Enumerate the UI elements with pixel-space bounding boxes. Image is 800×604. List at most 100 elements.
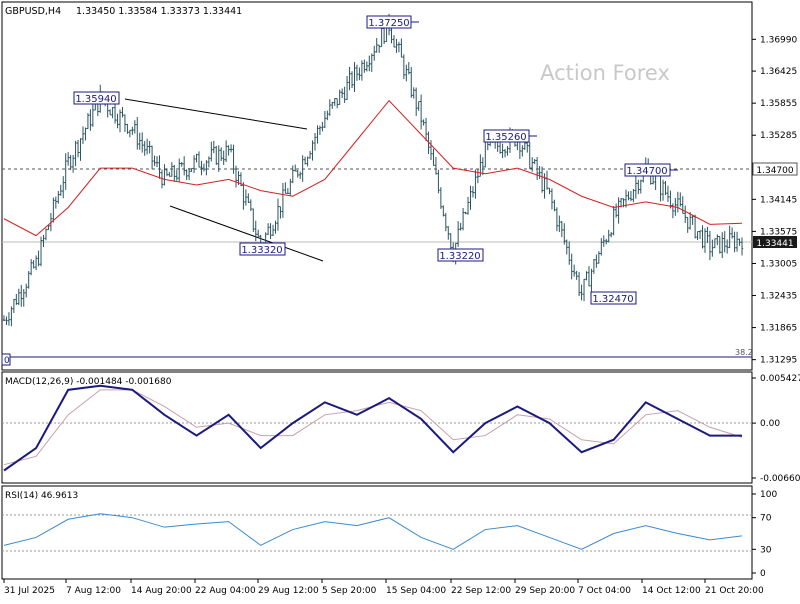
candle xyxy=(711,239,714,257)
rsi-panel[interactable] xyxy=(1,485,753,580)
upper-trendline[interactable] xyxy=(124,98,308,130)
candle xyxy=(232,144,235,174)
candle xyxy=(474,169,477,199)
candle xyxy=(331,101,334,109)
main-panel[interactable] xyxy=(1,1,753,371)
candle xyxy=(168,171,171,177)
candle xyxy=(345,75,349,101)
candle xyxy=(74,140,77,167)
candle xyxy=(131,126,134,135)
candle xyxy=(266,223,270,235)
candle xyxy=(456,221,460,247)
candle xyxy=(708,230,712,261)
time-tick: 22 Aug 04:00 xyxy=(195,586,256,596)
candle xyxy=(600,238,603,256)
candle xyxy=(414,87,418,116)
candle xyxy=(269,223,272,240)
label-1-32470[interactable]: 1.32470 xyxy=(590,291,637,305)
candle xyxy=(540,166,544,193)
candle xyxy=(419,94,423,130)
level-tag-1-34700: 1.34700 xyxy=(752,162,798,176)
macd-panel[interactable] xyxy=(1,371,753,484)
price-tick: 1.33575 xyxy=(760,227,797,237)
candle xyxy=(54,196,58,209)
svg-text:1.34700: 1.34700 xyxy=(756,166,793,176)
candle xyxy=(664,181,667,196)
candle xyxy=(274,220,277,234)
rsi-axis: 100 70 30 0 xyxy=(752,490,777,579)
svg-text:0: 0 xyxy=(4,356,10,366)
candle xyxy=(148,141,151,154)
candle xyxy=(565,239,568,255)
candle xyxy=(286,188,290,194)
candle xyxy=(377,44,381,53)
candle xyxy=(118,109,122,133)
candle xyxy=(607,229,610,243)
candle xyxy=(163,164,166,186)
candle xyxy=(429,140,433,161)
candle xyxy=(580,284,583,301)
candle xyxy=(469,185,472,210)
candle xyxy=(190,167,193,172)
candle xyxy=(595,254,598,268)
time-tick: 21 Oct 20:00 xyxy=(705,586,764,596)
candle xyxy=(703,228,707,253)
candle xyxy=(605,238,608,245)
candle xyxy=(614,203,618,218)
time-tick: 7 Oct 04:00 xyxy=(578,586,631,596)
candle xyxy=(86,113,90,130)
watermark: Action Forex xyxy=(540,61,670,85)
candle xyxy=(343,86,346,103)
candle xyxy=(577,272,581,296)
candle xyxy=(358,67,361,81)
candle xyxy=(397,41,401,53)
candle xyxy=(370,53,373,72)
label-1-33320[interactable]: 1.33320 xyxy=(239,242,286,256)
candle xyxy=(355,64,359,81)
time-tick: 5 Sep 20:00 xyxy=(322,586,377,596)
candle xyxy=(410,66,413,98)
candle xyxy=(57,190,60,204)
time-tick: 7 Aug 12:00 xyxy=(66,586,121,596)
candle xyxy=(439,187,443,209)
label-1-33220[interactable]: 1.33220 xyxy=(437,248,484,262)
candle xyxy=(34,255,38,271)
candle xyxy=(32,260,35,269)
label-1-37250[interactable]: 1.37250 xyxy=(366,15,419,29)
rsi-title: RSI(14) 46.9613 xyxy=(5,491,78,501)
label-1-34700-high[interactable]: 1.34700 xyxy=(624,163,678,177)
lower-trendline[interactable] xyxy=(169,205,324,262)
rsi-tick: 0 xyxy=(760,569,766,579)
candle xyxy=(432,148,435,166)
candle xyxy=(735,231,739,252)
candle xyxy=(336,98,339,109)
label-1-35940[interactable]: 1.35940 xyxy=(73,91,120,105)
candle xyxy=(407,62,410,75)
candle xyxy=(661,179,665,201)
rsi-tick: 100 xyxy=(760,490,777,500)
candle xyxy=(570,253,573,280)
candle xyxy=(224,140,228,163)
chart-ohlc: 1.33450 1.33584 1.33373 1.33441 xyxy=(76,6,242,17)
price-axis: 1.36990 1.36425 1.35855 1.35285 1.34145 1.335… xyxy=(752,35,797,366)
candle xyxy=(234,165,238,188)
candle xyxy=(375,38,378,53)
candle xyxy=(202,163,206,172)
macd-title: MACD(12,26,9) -0.001484 -0.001680 xyxy=(5,377,172,387)
candle xyxy=(575,270,578,280)
candle xyxy=(143,140,146,156)
candle xyxy=(701,225,704,249)
label-1-35260[interactable]: 1.35260 xyxy=(483,129,537,143)
candle xyxy=(353,62,356,93)
candle xyxy=(2,315,6,322)
candle xyxy=(29,259,33,276)
candle xyxy=(651,176,655,185)
candle xyxy=(447,226,450,240)
candle xyxy=(637,179,640,195)
candle xyxy=(22,289,25,307)
candle xyxy=(296,170,299,178)
price-tick: 1.31295 xyxy=(760,356,797,366)
candle xyxy=(210,141,213,162)
candle xyxy=(316,125,319,144)
candle xyxy=(197,151,201,168)
